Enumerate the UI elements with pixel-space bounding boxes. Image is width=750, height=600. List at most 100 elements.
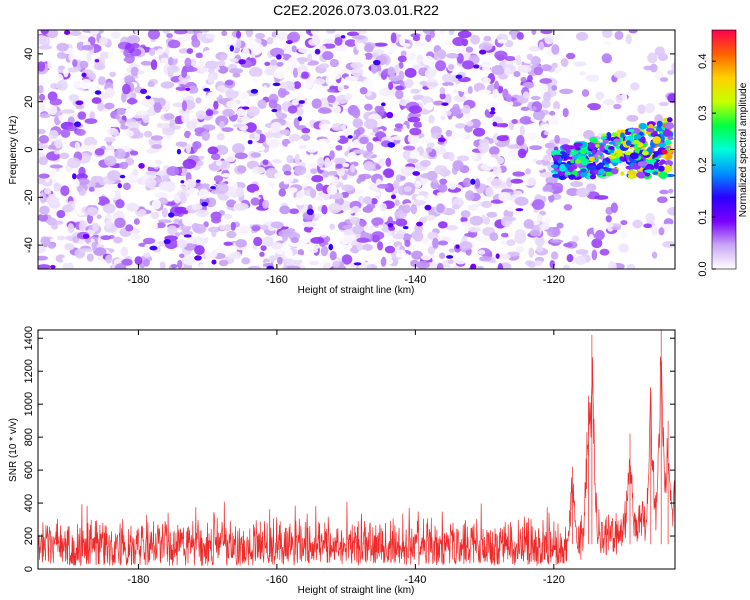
spectrogram-cell	[481, 200, 493, 208]
spectrogram-cell	[334, 37, 343, 46]
y-tick-label: 200	[23, 527, 35, 545]
spectrogram-cell	[194, 245, 205, 255]
spectrogram-cell	[147, 30, 161, 40]
spectrogram-cell	[120, 92, 127, 103]
colorbar-label: Normalized spectral amplitude	[738, 82, 749, 217]
spectrogram-signal-cell	[559, 151, 566, 155]
spectrogram-cell	[426, 142, 435, 148]
y-tick-label: 1000	[23, 392, 35, 416]
spectrogram-cell	[410, 88, 420, 94]
spectrogram-cell	[207, 91, 220, 99]
spectrogram-cell	[317, 138, 327, 146]
spectrogram-cell	[96, 214, 102, 220]
spectrogram-cell	[77, 111, 87, 120]
spectrogram-cell	[494, 50, 508, 60]
spectrogram-cell	[194, 255, 202, 261]
spectrogram-cell	[213, 100, 219, 110]
spectrogram-cell	[38, 213, 48, 222]
spectrogram-cell	[372, 250, 383, 262]
spectrogram-cell	[347, 151, 357, 163]
spectrogram-cell	[308, 245, 320, 250]
spectrogram-cell	[421, 96, 432, 104]
spectrogram-cell	[395, 85, 404, 91]
spectrogram-cell	[219, 54, 228, 61]
spectrogram-cell	[51, 67, 60, 76]
spectrogram-cell	[150, 59, 158, 71]
spectrogram-cell	[323, 38, 335, 44]
spectrogram-signal-cell	[565, 148, 571, 154]
spectrogram-cell	[217, 64, 229, 74]
spectrogram-y-ticks: -40 -20 0 20 40	[23, 48, 675, 253]
spectrogram-cell	[529, 229, 541, 236]
spectrogram-cell	[566, 254, 574, 263]
spectrogram-cell	[62, 261, 74, 269]
spectrogram-cell	[75, 128, 86, 136]
spectrogram-cell	[544, 33, 555, 45]
colorbar: 0.0 0.1 0.2 0.3 0.4 Normalized spectral ampl…	[697, 29, 749, 277]
spectrogram-cell	[401, 204, 411, 214]
spectrogram-cell	[432, 179, 439, 184]
spectrogram-cell	[105, 219, 112, 229]
spectrogram-cell	[184, 57, 192, 68]
spectrogram-cell	[113, 236, 123, 244]
spectrogram-cell	[230, 221, 236, 231]
spectrogram-cell	[437, 221, 448, 229]
spectrogram-cell	[329, 250, 337, 261]
spectrogram-cell	[119, 161, 129, 170]
spectrogram-cell	[121, 258, 133, 266]
spectrogram-cell	[250, 197, 260, 206]
spectrogram-signal-cell	[667, 136, 674, 141]
spectrogram-cell	[539, 171, 554, 178]
spectrogram-cell	[216, 85, 229, 93]
x-tick-label: -180	[127, 574, 149, 586]
spectrogram-cell	[119, 174, 126, 179]
spectrogram-cell	[394, 123, 404, 129]
spectrogram-cell	[201, 201, 209, 207]
spectrogram-cell	[297, 116, 302, 122]
spectrogram-cell	[218, 259, 229, 267]
spectrogram-cell	[342, 162, 350, 168]
spectrogram-cell	[583, 130, 595, 140]
spectrogram-cell	[207, 73, 215, 84]
spectrogram-cell	[219, 224, 226, 231]
spectrogram-cell	[326, 185, 338, 195]
spectrogram-cell	[182, 158, 197, 169]
spectrogram-cell	[183, 210, 189, 215]
spectrogram-cell	[89, 30, 100, 35]
spectrogram-cell	[520, 76, 527, 83]
spectrogram-cell	[287, 31, 301, 43]
spectrogram-cell	[77, 34, 89, 41]
spectrogram-cell	[38, 264, 51, 269]
spectrogram-cell	[346, 31, 360, 37]
spectrogram-signal-cell	[598, 168, 605, 175]
spectrogram-cell	[378, 105, 385, 117]
spectrogram-cell	[120, 246, 129, 257]
spectrogram-cell	[504, 67, 511, 76]
spectrogram-cell	[285, 121, 292, 129]
spectrogram-cell	[86, 51, 92, 63]
spectrogram-signal-cell	[658, 165, 665, 172]
spectrogram-cell	[400, 166, 414, 177]
spectrogram-cell	[514, 228, 527, 240]
spectrogram-cell	[407, 133, 420, 145]
spectrogram-cell	[72, 173, 77, 180]
spectrogram-cell	[460, 216, 468, 223]
spectrogram-cell	[156, 48, 164, 56]
spectrogram-cell	[474, 178, 481, 189]
spectrogram-cell	[83, 136, 98, 147]
spectrogram-cell	[353, 55, 363, 63]
y-tick-label: 20	[23, 96, 35, 108]
spectrogram-cell	[478, 138, 490, 146]
spectrogram-cell	[231, 251, 242, 260]
spectrogram-signal-cell	[559, 163, 566, 172]
spectrogram-cell	[89, 111, 96, 120]
spectrogram-signal-cell	[658, 171, 668, 179]
spectrogram-cell	[332, 260, 341, 268]
spectrogram-signal-cell	[599, 144, 605, 152]
spectrogram-signal-cell	[655, 127, 663, 132]
spectrogram-cell	[292, 67, 299, 78]
spectrogram-cell	[50, 54, 58, 63]
spectrogram-cell	[279, 81, 288, 89]
spectrogram-cell	[170, 263, 178, 269]
spectrogram-cell	[531, 106, 537, 111]
